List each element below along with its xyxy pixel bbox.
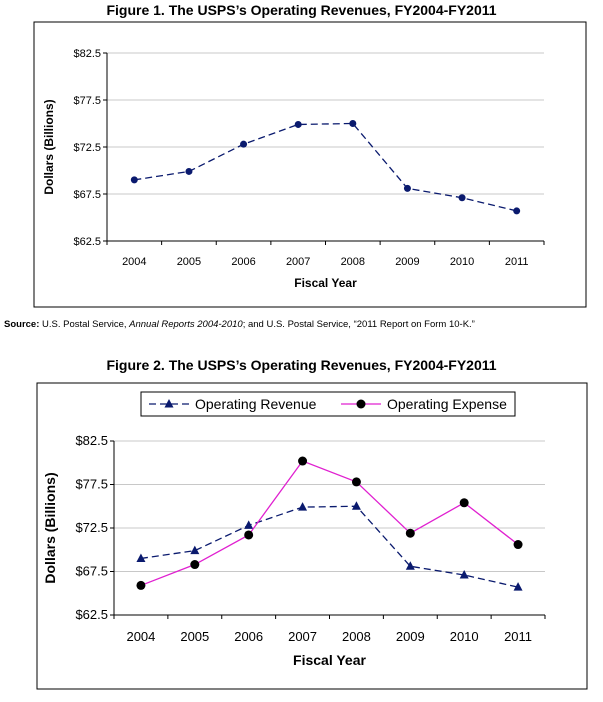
source-italic: Annual Reports 2004-2010 (129, 319, 243, 330)
fig2-expense-point (190, 560, 200, 570)
fig2-revenue-point (459, 569, 469, 579)
fig2-expense-point (459, 498, 469, 508)
fig2-x-tick-label: 2011 (504, 629, 532, 644)
fig2-expense-point (513, 540, 523, 550)
fig1-revenue-point (403, 184, 411, 192)
fig2-y-tick-label: $67.5 (75, 564, 108, 579)
fig2-revenue-point (136, 553, 146, 562)
fig1-chart-frame (33, 21, 587, 308)
fig1-x-tick-label: 2010 (450, 256, 474, 268)
fig1-x-tick-label: 2009 (395, 256, 419, 268)
source-note: Source: U.S. Postal Service, Annual Repo… (4, 319, 475, 330)
source-text-2: ; and U.S. Postal Service, “2011 Report … (242, 319, 475, 330)
figure1-chart: $62.5 $67.5 $72.5 $77.5 $82.5 2004 2005 2006 200… (33, 21, 587, 308)
fig2-revenue-point (405, 561, 415, 570)
fig1-x-tick-label: 2004 (122, 256, 146, 268)
fig2-x-tick-label: 2010 (450, 629, 479, 644)
fig2-x-tick-label: 2007 (288, 629, 317, 644)
fig2-expense-point (136, 580, 146, 590)
fig1-y-tick-label: $72.5 (73, 142, 101, 154)
source-text-1: U.S. Postal Service, (39, 319, 130, 330)
fig2-y-tick-label: $62.5 (75, 607, 108, 622)
fig1-revenue-point (130, 176, 138, 184)
fig1-x-tick-label: 2008 (341, 256, 365, 268)
fig1-y-tick-label: $67.5 (73, 189, 101, 201)
fig2-legend-expense-label: Operating Expense (387, 396, 507, 412)
fig1-y-tick-label: $82.5 (73, 48, 101, 60)
fig1-x-axis-label: Fiscal Year (294, 276, 357, 290)
fig2-y-tick-label: $72.5 (75, 520, 108, 535)
fig2-revenue-point (351, 501, 361, 510)
fig1-revenue-point (294, 120, 302, 128)
fig2-expense-line (140, 460, 519, 587)
fig1-x-tick-label: 2006 (231, 256, 255, 268)
fig2-legend-box (140, 391, 516, 417)
fig2-y-tick-label: $82.5 (75, 433, 108, 448)
fig1-x-tick-label: 2011 (505, 256, 529, 268)
fig2-x-tick-label: 2008 (342, 629, 371, 644)
fig2-chart-frame (36, 382, 588, 690)
fig1-y-tick-label: $77.5 (73, 95, 101, 107)
fig2-revenue-point (190, 545, 200, 555)
source-label: Source: (4, 319, 40, 330)
fig1-revenue-point (240, 140, 248, 148)
fig2-y-axis-label: Dollars (Billions) (42, 472, 58, 583)
figure2-title: Figure 2. The USPS’s Operating Revenues,… (106, 357, 497, 373)
fig2-expense-point (405, 528, 415, 538)
fig1-y-axis-label: Dollars (Billions) (42, 99, 56, 194)
figure1-title: Figure 1. The USPS’s Operating Revenues,… (106, 2, 497, 18)
fig2-legend-revenue-marker (164, 399, 174, 408)
fig2-revenue-point (244, 520, 254, 529)
fig2-x-axis-label: Fiscal Year (293, 652, 366, 668)
fig1-x-tick-label: 2007 (286, 256, 310, 268)
fig1-revenue-point (185, 167, 193, 175)
fig2-expense-point (298, 456, 308, 466)
fig2-x-tick-label: 2009 (396, 629, 425, 644)
fig1-y-tick-label: $62.5 (73, 236, 101, 248)
fig1-revenue-point (349, 120, 357, 127)
fig2-y-tick-label: $77.5 (75, 477, 108, 492)
fig2-expense-point (244, 530, 254, 540)
fig2-legend-revenue-label: Operating Revenue (195, 396, 317, 412)
fig2-revenue-point (513, 582, 523, 591)
fig2-x-tick-label: 2005 (180, 629, 209, 644)
fig2-x-tick-label: 2004 (126, 629, 155, 644)
fig2-revenue-point (298, 502, 308, 511)
fig1-revenue-point (458, 194, 466, 202)
fig1-revenue-line (134, 122, 517, 212)
fig1-x-tick-label: 2005 (177, 256, 201, 268)
fig2-legend-expense-marker (356, 399, 366, 409)
fig2-x-tick-label: 2006 (234, 629, 263, 644)
fig1-revenue-point (513, 207, 521, 215)
fig2-expense-point (351, 477, 361, 487)
